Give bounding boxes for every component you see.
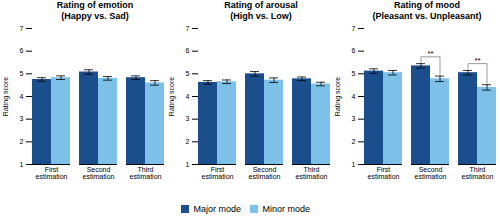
svg-text:2: 2 [20, 138, 24, 145]
html-text:Rating of mood (Pleasant vs. U: Rating of mood (Pleasant vs. Unpleasant) [372, 0, 482, 21]
svg-text:Thirdestimation: Thirdestimation [296, 166, 328, 180]
html-text:Rating of arousal (High vs. Lo: Rating of arousal (High vs. Low) [224, 0, 298, 21]
svg-text:3: 3 [352, 115, 356, 122]
svg-text:2: 2 [186, 138, 190, 145]
svg-text:4: 4 [186, 93, 190, 100]
svg-text:3: 3 [186, 115, 190, 122]
svg-text:Thirdestimation: Thirdestimation [130, 166, 162, 180]
svg-text:6: 6 [352, 47, 356, 54]
svg-text:7: 7 [186, 25, 190, 32]
svg-text:Rating score: Rating score [334, 77, 342, 116]
svg-text:Secondestimation: Secondestimation [83, 166, 115, 180]
svg-text:2: 2 [352, 138, 356, 145]
svg-text:Secondestimation: Secondestimation [415, 166, 447, 180]
svg-text:1: 1 [186, 161, 190, 168]
svg-text:Thirdestimation: Thirdestimation [462, 166, 494, 180]
svg-text:6: 6 [186, 47, 190, 54]
html-text:Minor mode: Minor mode [262, 203, 310, 214]
svg-text:5: 5 [20, 70, 24, 77]
html-text:Major mode: Major mode [193, 203, 241, 214]
svg-text:**: ** [427, 49, 433, 58]
svg-text:7: 7 [20, 25, 24, 32]
svg-text:Firstestimation: Firstestimation [368, 166, 400, 180]
svg-text:6: 6 [20, 47, 24, 54]
html-text:Rating of emotion (Happy vs. S: Rating of emotion (Happy vs. Sad) [56, 0, 134, 21]
svg-text:5: 5 [352, 70, 356, 77]
svg-text:4: 4 [352, 93, 356, 100]
svg-text:5: 5 [186, 70, 190, 77]
svg-text:1: 1 [20, 161, 24, 168]
svg-text:**: ** [474, 56, 480, 65]
svg-text:Firstestimation: Firstestimation [202, 166, 234, 180]
svg-text:Rating score: Rating score [2, 77, 10, 116]
svg-text:3: 3 [20, 115, 24, 122]
svg-text:Firstestimation: Firstestimation [36, 166, 68, 180]
svg-text:1: 1 [352, 161, 356, 168]
svg-text:Rating score: Rating score [168, 77, 176, 116]
svg-text:Secondestimation: Secondestimation [249, 166, 281, 180]
svg-text:4: 4 [20, 93, 24, 100]
svg-text:7: 7 [352, 25, 356, 32]
